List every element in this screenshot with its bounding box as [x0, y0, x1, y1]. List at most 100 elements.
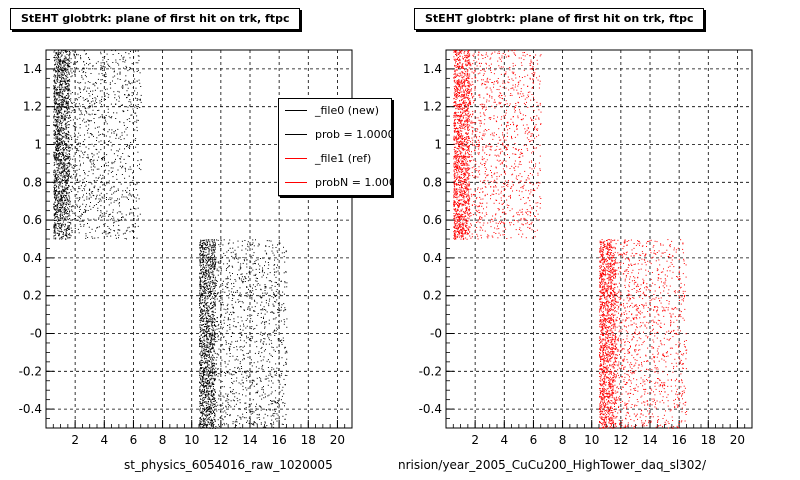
scatter-point — [88, 148, 90, 150]
scatter-point — [62, 61, 64, 63]
scatter-point — [67, 216, 68, 218]
scatter-point — [202, 411, 204, 413]
scatter-point — [73, 109, 75, 111]
scatter-point — [63, 97, 65, 99]
scatter-point — [98, 134, 100, 136]
scatter-point — [200, 285, 202, 287]
scatter-point — [98, 73, 100, 75]
scatter-point — [264, 338, 266, 340]
scatter-point — [277, 283, 278, 285]
scatter-point — [110, 67, 112, 69]
scatter-point — [206, 350, 208, 352]
scatter-point — [103, 184, 105, 186]
scatter-point — [64, 218, 66, 220]
scatter-point — [272, 403, 274, 405]
scatter-point — [137, 207, 139, 209]
scatter-point — [66, 149, 68, 150]
scatter-point — [267, 367, 269, 368]
scatter-point — [60, 158, 62, 160]
scatter-point — [53, 172, 55, 174]
scatter-point — [67, 226, 69, 228]
scatter-point — [56, 126, 58, 127]
scatter-point — [61, 171, 63, 173]
scatter-point — [236, 421, 238, 423]
scatter-point — [203, 304, 205, 306]
scatter-point — [210, 425, 212, 427]
scatter-point — [207, 296, 209, 298]
scatter-point — [89, 188, 91, 190]
scatter-point — [77, 136, 79, 138]
scatter-point — [238, 277, 240, 279]
scatter-point — [56, 180, 58, 182]
scatter-point — [200, 423, 201, 424]
scatter-point — [212, 266, 214, 268]
scatter-point — [253, 328, 255, 330]
scatter-point — [124, 232, 126, 234]
scatter-point — [107, 165, 109, 167]
scatter-point — [207, 361, 209, 363]
scatter-point — [209, 427, 211, 429]
scatter-point — [282, 291, 284, 293]
scatter-point — [211, 394, 213, 396]
scatter-point — [252, 290, 254, 292]
scatter-point — [204, 323, 206, 325]
scatter-point — [260, 331, 262, 333]
scatter-point — [139, 99, 141, 101]
scatter-point — [283, 393, 285, 395]
scatter-point — [212, 290, 214, 292]
scatter-point — [200, 382, 202, 384]
scatter-point — [218, 394, 220, 396]
scatter-point — [126, 84, 128, 86]
scatter-point — [199, 304, 200, 306]
scatter-point — [55, 199, 57, 201]
scatter-point — [108, 215, 110, 217]
scatter-point — [265, 245, 267, 247]
scatter-point — [63, 67, 65, 69]
scatter-point — [222, 419, 224, 421]
scatter-point — [204, 283, 206, 284]
scatter-point — [56, 92, 58, 94]
scatter-point — [209, 328, 211, 330]
scatter-point — [210, 316, 211, 318]
scatter-point — [210, 277, 212, 279]
scatter-point — [105, 231, 107, 233]
scatter-point — [245, 387, 247, 389]
scatter-point — [63, 77, 64, 79]
scatter-point — [63, 229, 65, 231]
scatter-point — [59, 173, 61, 175]
scatter-point — [55, 177, 57, 179]
scatter-point — [59, 59, 61, 61]
scatter-point — [100, 79, 102, 81]
scatter-point — [216, 374, 217, 376]
scatter-point — [76, 204, 78, 206]
scatter-point — [202, 420, 204, 422]
scatter-point — [278, 315, 280, 317]
scatter-point — [236, 290, 238, 291]
scatter-point — [210, 399, 212, 401]
scatter-point — [59, 172, 61, 174]
scatter-point — [278, 407, 280, 409]
scatter-point — [271, 250, 273, 252]
scatter-point — [71, 191, 73, 192]
scatter-point — [208, 374, 210, 376]
scatter-point — [203, 260, 205, 262]
scatter-point — [63, 90, 65, 92]
scatter-point — [208, 387, 210, 389]
scatter-point — [63, 80, 65, 82]
scatter-point — [211, 325, 213, 327]
scatter-point — [213, 338, 215, 340]
scatter-point — [255, 289, 257, 290]
scatter-point — [212, 373, 213, 375]
scatter-point — [68, 85, 70, 87]
scatter-point — [215, 367, 217, 369]
scatter-point — [79, 175, 81, 177]
scatter-point — [257, 313, 259, 314]
scatter-point — [55, 180, 57, 182]
scatter-point — [54, 183, 56, 185]
scatter-point — [124, 238, 126, 239]
scatter-point — [56, 65, 57, 67]
scatter-point — [82, 157, 84, 159]
scatter-point — [61, 70, 63, 72]
scatter-point — [239, 287, 241, 289]
scatter-point — [80, 110, 82, 112]
